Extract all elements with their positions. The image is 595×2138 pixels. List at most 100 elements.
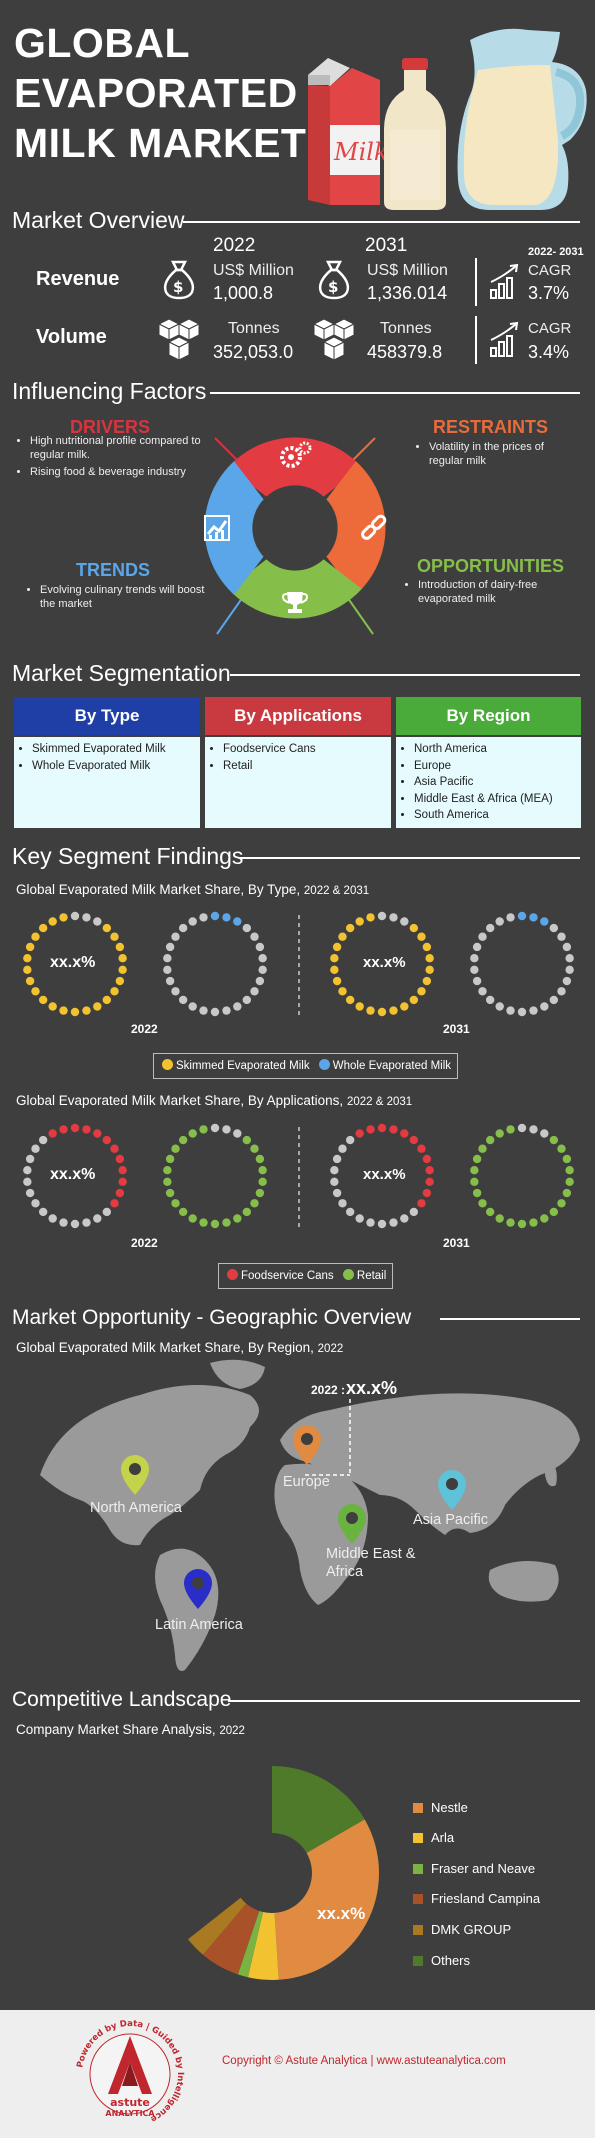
ring-dot [93,1214,102,1223]
ring-dot [178,923,188,933]
drivers-title: DRIVERS [70,417,151,437]
competitive-header: Competitive Landscape [12,1688,232,1711]
geo-header: Market Opportunity - Geographic Overview [12,1306,412,1329]
list-item: North America [414,741,581,758]
ring-dot [425,1166,434,1175]
ring-dot [70,1219,80,1229]
opportunities-title: OPPORTUNITIES [417,556,565,576]
svg-text:$: $ [173,278,183,296]
year-2031: 2031 [365,235,408,256]
divider [240,857,580,859]
cagr-period: 2022- 2031 [528,246,584,258]
volume-unit-2022: Tonnes [228,320,280,337]
ring-dot [417,1144,426,1153]
ring-dot [425,954,434,963]
ring-dot [250,987,259,996]
boxes-icon [157,318,201,361]
legend-item: Nestle [413,1800,468,1815]
geo-title: Global Evaporated Milk Market Share, By … [16,1340,344,1355]
revenue-cagr-value: 3.7% [528,283,570,303]
latin-america-pin-icon [184,1569,212,1609]
boxes-icon [312,318,356,361]
nestle-slice [274,1819,379,1980]
ring-dot [470,965,479,974]
type-share-title: Global Evaporated Milk Market Share, By … [16,882,370,897]
trend-chart-icon [204,515,230,541]
revenue-label: Revenue [36,268,120,290]
ring-dot [23,954,32,963]
findings-header: Key Segment Findings [12,843,244,869]
ring-dot [102,1207,112,1217]
ring-dot [506,913,515,922]
ring-dot [242,995,252,1005]
europe-pin-icon [293,1425,321,1465]
growth-chart-icon [490,321,519,357]
ring-dot [178,1207,188,1217]
volume-label: Volume [36,326,107,348]
ring-dot [110,987,119,996]
ring-dot [485,1207,495,1217]
ring-dot [549,1135,559,1145]
dmk-slice [188,1897,247,1955]
asia-pacific-pin-icon [438,1470,466,1510]
ring-dot [338,1144,347,1153]
ring-dot [48,1002,57,1011]
ring-dot [355,1129,364,1138]
ring-dot [485,1135,495,1145]
ring-dot [495,917,504,926]
ring-dot [199,1218,208,1227]
ring-dot [366,1218,375,1227]
year-2022: 2022 [213,235,256,256]
ring-dot [82,1125,91,1134]
divider [183,221,580,223]
ring-dot [529,1006,538,1015]
ring-dot [171,1199,180,1208]
ring-dot [163,954,172,963]
legend-item: Fraser and Neave [413,1861,535,1876]
ring-dot [345,1207,355,1217]
ring-dot [110,1199,119,1208]
ring-dot [409,923,419,933]
divider [440,1318,580,1320]
copyright-text: Copyright © Astute Analytica | www.astut… [222,2055,506,2067]
legend-item: Friesland Campina [413,1891,540,1906]
world-map [40,1359,580,1671]
ring-dot [417,1199,426,1208]
money-bag-icon: $ [163,260,195,300]
ring-dot [425,965,434,974]
growth-chart-icon [490,263,519,299]
ring-dot [199,1006,208,1015]
ring-dot [171,1144,180,1153]
revenue-2031-value: 1,336.014 [367,283,448,303]
app-legend: Foodservice Cans Retail [218,1263,394,1289]
volume-cagr-value: 3.4% [528,342,570,362]
ring-dot [115,1154,125,1164]
driver-item: Rising food & beverage industry [30,465,220,479]
list-item: Europe [414,758,581,775]
ring-dot [70,911,80,921]
app-share-2031-value: xx.x% [363,1166,406,1183]
ring-dot [25,942,35,952]
ring-dot [255,1188,265,1198]
restraint-item: Volatility in the prices of regular milk [429,440,579,468]
ring-dot [330,954,339,963]
ring-dot [389,913,398,922]
ring-dot [25,1154,35,1164]
ring-dot [250,932,259,941]
map-label-mea: Middle East & Africa [326,1546,416,1580]
divider [475,258,477,306]
ring-dot [506,1125,515,1134]
ring-dot [389,1006,398,1015]
factors-wheel [204,437,387,635]
ring-dot [472,976,482,986]
ring-dot [118,1166,127,1175]
ring-dot [222,1006,231,1015]
ring-dot [258,954,267,963]
ring-dot [495,1214,504,1223]
app-share-title: Global Evaporated Milk Market Share, By … [16,1093,413,1108]
legend-item: DMK GROUP [413,1922,511,1937]
ring-dot [199,1125,208,1134]
ring-dot [332,976,342,986]
ring-dot [472,1154,482,1164]
